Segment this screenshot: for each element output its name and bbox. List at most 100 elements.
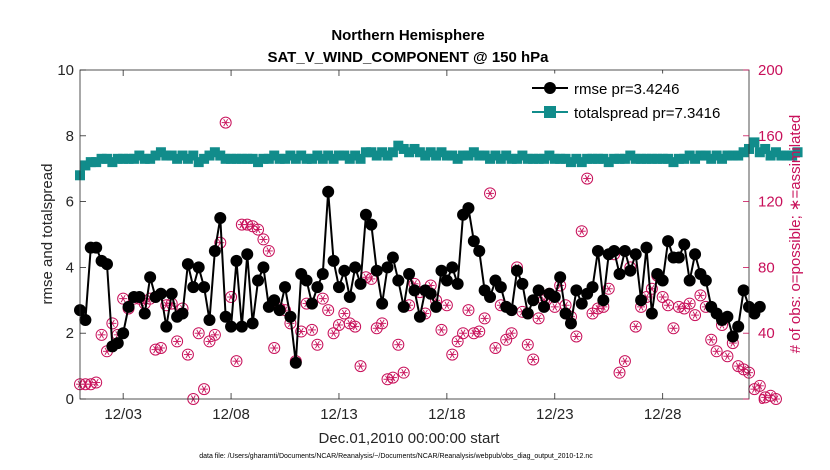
obs-possible-circle <box>683 297 696 310</box>
rmse-marker <box>640 241 653 254</box>
obs-assimilated-asterisk <box>201 385 207 393</box>
totalspread-marker <box>544 150 555 161</box>
totalspread-marker <box>177 150 188 161</box>
obs-assimilated-asterisk <box>466 306 471 314</box>
rmse-marker <box>316 267 329 280</box>
rmse-marker <box>473 244 486 257</box>
obs-assimilated-asterisk <box>681 304 687 313</box>
legend-totalspread-marker <box>544 106 556 118</box>
rmse-marker <box>305 297 318 310</box>
obs-possible-circle <box>591 302 604 315</box>
obs-possible-circle <box>160 299 173 312</box>
y-tick-label-left: 10 <box>57 62 74 79</box>
totalspread-marker <box>652 153 663 164</box>
totalspread-marker <box>517 150 528 161</box>
obs-marker <box>365 272 378 285</box>
axis-ticks: 12/03 12/08 12/13 12/18 12/23 12/28 0 2 4 6 8 10 0 40… <box>57 62 783 423</box>
obs-assimilated-asterisk <box>120 294 126 303</box>
rmse-marker <box>678 238 691 251</box>
obs-marker <box>354 360 367 373</box>
obs-possible-circle <box>705 333 718 346</box>
obs-possible-circle <box>581 172 594 185</box>
totalspread-marker <box>360 147 371 158</box>
rmse-marker <box>349 261 362 274</box>
rmse-marker <box>300 274 313 287</box>
obs-assimilated-asterisk <box>493 344 498 352</box>
rmse-marker <box>527 294 540 307</box>
totalspread-marker <box>592 153 603 164</box>
totalspread-marker <box>404 147 415 158</box>
totalspread-marker <box>134 150 145 161</box>
rmse-marker <box>446 261 459 274</box>
totalspread-marker <box>770 147 781 158</box>
rmse-marker <box>241 248 254 261</box>
obs-possible-circle <box>262 244 275 257</box>
totalspread-marker <box>538 153 549 164</box>
obs-marker <box>656 291 669 304</box>
rmse-marker <box>532 284 545 297</box>
rmse-marker <box>381 261 394 274</box>
rmse-marker <box>699 274 712 287</box>
obs-assimilated-asterisk <box>336 321 342 329</box>
rmse-marker <box>386 251 399 264</box>
totalspread-marker <box>738 147 749 158</box>
obs-possible-circle <box>753 379 766 392</box>
obs-possible-circle <box>365 272 378 285</box>
obs-possible-circle <box>575 225 588 238</box>
obs-assimilated-asterisk <box>449 350 455 359</box>
rmse-marker <box>133 291 146 304</box>
totalspread-marker <box>344 153 355 164</box>
obs-assimilated-asterisk <box>185 350 191 359</box>
obs-assimilated-asterisk <box>196 329 202 337</box>
totalspread-marker <box>258 153 269 164</box>
obs-assimilated-asterisk <box>223 118 229 127</box>
obs-possible-circle <box>219 116 232 129</box>
totalspread-marker <box>85 157 96 168</box>
obs-assimilated-asterisk <box>525 341 531 349</box>
totalspread-marker <box>733 150 744 161</box>
totalspread-marker <box>598 153 609 164</box>
y-tick-label-left: 4 <box>66 259 74 276</box>
totalspread-marker <box>436 147 447 158</box>
obs-assimilated-asterisk <box>395 341 401 349</box>
totalspread-marker <box>398 143 409 154</box>
totalspread-marker <box>512 153 523 164</box>
y-tick-label-right: 0 <box>758 391 766 408</box>
totalspread-marker <box>290 153 301 164</box>
totalspread-marker <box>765 150 776 161</box>
chart-title-line-1: Northern Hemisphere <box>331 27 484 44</box>
obs-marker <box>629 320 642 333</box>
rmse-marker <box>484 291 497 304</box>
obs-assimilated-asterisk <box>487 189 493 198</box>
obs-possible-circle <box>106 317 119 330</box>
rmse-marker <box>737 284 750 297</box>
obs-possible-circle <box>489 342 502 355</box>
totalspread-marker <box>236 153 247 164</box>
obs-marker <box>90 376 103 389</box>
totalspread-marker <box>193 157 204 168</box>
rmse-marker <box>257 261 270 274</box>
obs-possible-circle <box>656 291 669 304</box>
obs-possible-circle <box>257 233 270 246</box>
obs-possible-circle <box>521 338 534 351</box>
rmse-marker <box>144 271 157 284</box>
rmse-marker <box>591 244 604 257</box>
obs-possible-circle <box>527 353 540 366</box>
obs-assimilated-asterisk <box>255 225 261 234</box>
rmse-marker <box>408 284 421 297</box>
totalspread-marker <box>377 147 388 158</box>
obs-possible-circle <box>618 355 631 368</box>
rmse-marker <box>613 267 626 280</box>
obs-assimilated-asterisk <box>460 329 466 337</box>
totalspread-marker <box>479 150 490 161</box>
x-tick-label: 12/03 <box>104 406 142 423</box>
rmse-marker <box>111 337 124 350</box>
totalspread-marker <box>420 150 431 161</box>
rmse-marker <box>689 248 702 261</box>
totalspread-marker <box>754 147 765 158</box>
obs-possible-circle <box>478 312 491 325</box>
x-tick-label: 12/08 <box>212 406 250 423</box>
rmse-marker <box>548 291 561 304</box>
totalspread-marker <box>231 153 242 164</box>
